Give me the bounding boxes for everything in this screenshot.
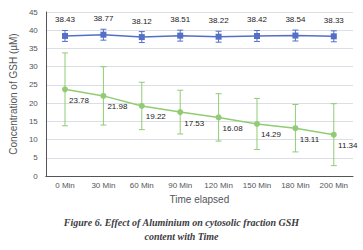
svg-text:200 Min: 200 Min <box>320 181 348 190</box>
svg-text:38.12: 38.12 <box>132 17 153 26</box>
svg-text:150 Min: 150 Min <box>243 181 271 190</box>
svg-text:Figure 6. Effect of Aluminium: Figure 6. Effect of Aluminium on cytosol… <box>63 217 301 228</box>
svg-text:13.11: 13.11 <box>300 135 320 144</box>
svg-text:11.34: 11.34 <box>338 141 358 150</box>
svg-text:30: 30 <box>29 62 38 71</box>
svg-text:Time elapsed: Time elapsed <box>170 194 230 205</box>
svg-text:35: 35 <box>29 44 38 53</box>
svg-text:17.53: 17.53 <box>184 119 205 128</box>
svg-text:38.51: 38.51 <box>170 15 191 24</box>
svg-text:5: 5 <box>33 153 38 162</box>
svg-text:120 Min: 120 Min <box>204 181 232 190</box>
svg-text:content with Time: content with Time <box>144 231 219 242</box>
svg-text:Concentration of GSH (µM): Concentration of GSH (µM) <box>8 33 19 154</box>
svg-text:180 Min: 180 Min <box>281 181 309 190</box>
svg-text:90 Min: 90 Min <box>168 181 192 190</box>
svg-text:38.43: 38.43 <box>55 15 76 24</box>
svg-text:30 Min: 30 Min <box>91 181 115 190</box>
svg-text:10: 10 <box>29 135 38 144</box>
svg-text:38.77: 38.77 <box>93 14 114 23</box>
svg-text:38.54: 38.54 <box>285 15 306 24</box>
svg-text:14.29: 14.29 <box>261 130 282 139</box>
svg-text:15: 15 <box>29 117 38 126</box>
svg-text:20: 20 <box>29 99 38 108</box>
svg-text:45: 45 <box>29 8 38 17</box>
svg-text:38.33: 38.33 <box>324 16 345 25</box>
svg-text:60 Min: 60 Min <box>130 181 154 190</box>
svg-text:23.78: 23.78 <box>69 96 90 105</box>
svg-text:21.98: 21.98 <box>107 102 128 111</box>
svg-text:38.22: 38.22 <box>209 16 230 25</box>
svg-text:40: 40 <box>29 26 38 35</box>
svg-text:0 Min: 0 Min <box>55 181 75 190</box>
svg-text:25: 25 <box>29 80 38 89</box>
svg-text:16.08: 16.08 <box>223 124 244 133</box>
svg-text:19.22: 19.22 <box>146 112 167 121</box>
svg-text:38.42: 38.42 <box>247 15 268 24</box>
svg-text:0: 0 <box>33 172 38 181</box>
